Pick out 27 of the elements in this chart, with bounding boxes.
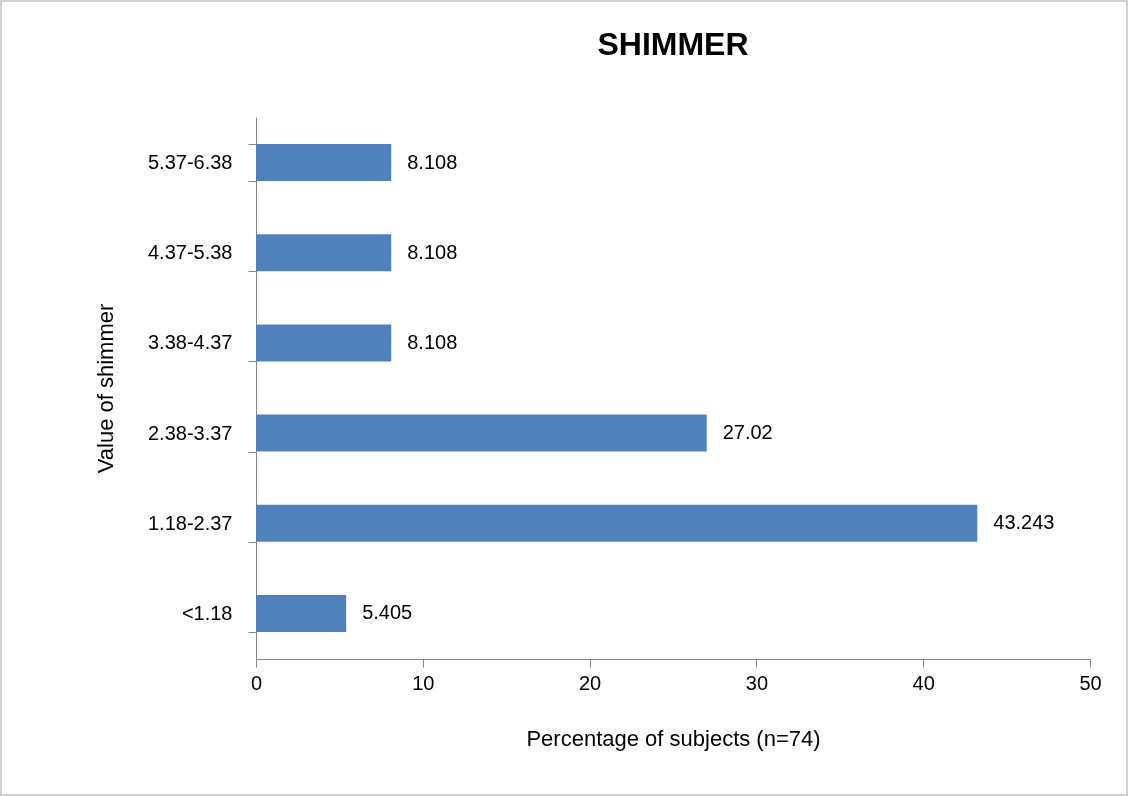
x-tick-label: 20 [578,671,602,694]
data-label: 27.02 [722,421,773,444]
chart-title: SHIMMER [597,26,749,62]
bar [256,144,392,182]
data-label: 8.108 [407,240,458,263]
y-axis-title: Value of shimmer [92,303,118,474]
y-tick-label: 1.18-2.37 [147,511,233,534]
y-tick-label: 5.37-6.38 [147,151,233,174]
x-tick-label: 50 [1079,671,1102,694]
bar [256,594,347,632]
y-tick-label: 4.37-5.38 [147,241,233,264]
data-label: 43.243 [993,511,1055,534]
bar [256,414,707,452]
x-tick-label: 10 [412,671,435,694]
data-label: 5.405 [362,601,413,624]
x-tick-label: 0 [250,671,263,694]
data-label: 8.108 [407,150,458,173]
bar [256,504,978,542]
y-tick-label: 2.38-3.37 [147,421,233,444]
bar [256,324,392,362]
data-label: 8.108 [407,330,458,353]
x-tick-label: 30 [745,671,769,694]
y-tick-label: 3.38-4.37 [147,331,233,354]
x-axis-title: Percentage of subjects (n=74) [526,725,821,751]
y-tick-label: <1.18 [181,601,233,624]
x-tick-label: 40 [912,671,935,694]
bar [256,234,392,272]
